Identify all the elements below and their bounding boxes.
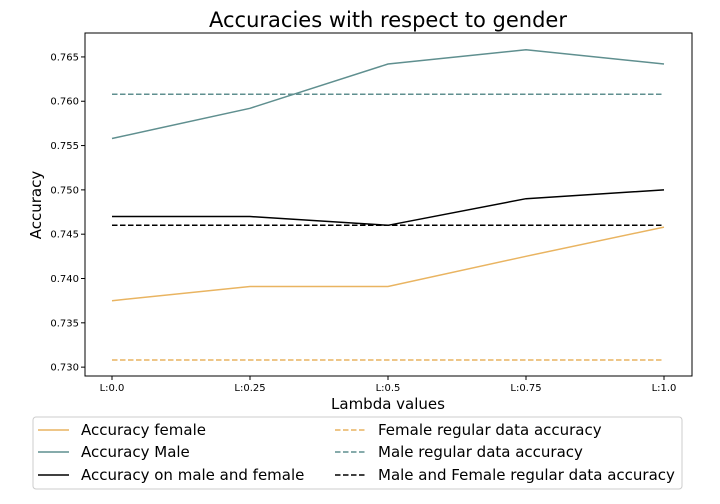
x-axis-label: Lambda values bbox=[331, 395, 445, 413]
plot-frame bbox=[84, 32, 693, 377]
legend-frame bbox=[32, 416, 683, 490]
legend-label: Male regular data accuracy bbox=[378, 443, 583, 461]
y-axis-label: Accuracy bbox=[27, 171, 45, 240]
legend-label: Male and Female regular data accuracy bbox=[378, 466, 675, 484]
x-tick-label: L:1.0 bbox=[652, 383, 677, 394]
legend-label: Female regular data accuracy bbox=[378, 421, 602, 439]
series-line-2 bbox=[112, 189, 665, 227]
x-tick-label: L:0.75 bbox=[510, 383, 541, 394]
chart-title: Accuracies with respect to gender bbox=[209, 8, 567, 32]
y-tick-label: 0.735 bbox=[50, 318, 79, 329]
x-tick-label: L:0.5 bbox=[376, 383, 401, 394]
x-tick-label: L:0.0 bbox=[100, 383, 125, 394]
series-line-0 bbox=[111, 226, 665, 302]
y-tick-label: 0.765 bbox=[50, 52, 79, 63]
y-tick-label: 0.730 bbox=[50, 363, 79, 374]
y-axis: 0.730 0.735 0.740 0.745 0.750 0.755 0.760 0.765 bbox=[50, 52, 85, 374]
y-tick-label: 0.755 bbox=[50, 141, 79, 152]
plot-lines bbox=[111, 49, 665, 361]
legend: Accuracy female Accuracy Male Accuracy on … bbox=[38, 421, 675, 484]
x-tick-label: L:0.25 bbox=[234, 383, 265, 394]
legend-label: Accuracy female bbox=[81, 421, 206, 439]
legend-label: Accuracy Male bbox=[81, 443, 190, 461]
series-line-1 bbox=[111, 49, 665, 140]
legend-label: Accuracy on male and female bbox=[81, 466, 304, 484]
y-tick-label: 0.760 bbox=[50, 97, 79, 108]
y-tick-label: 0.740 bbox=[50, 274, 79, 285]
x-axis: L:0.0 L:0.25 L:0.5 L:0.75 L:1.0 bbox=[100, 376, 677, 394]
y-tick-label: 0.750 bbox=[50, 185, 79, 196]
y-tick-label: 0.745 bbox=[50, 230, 79, 241]
